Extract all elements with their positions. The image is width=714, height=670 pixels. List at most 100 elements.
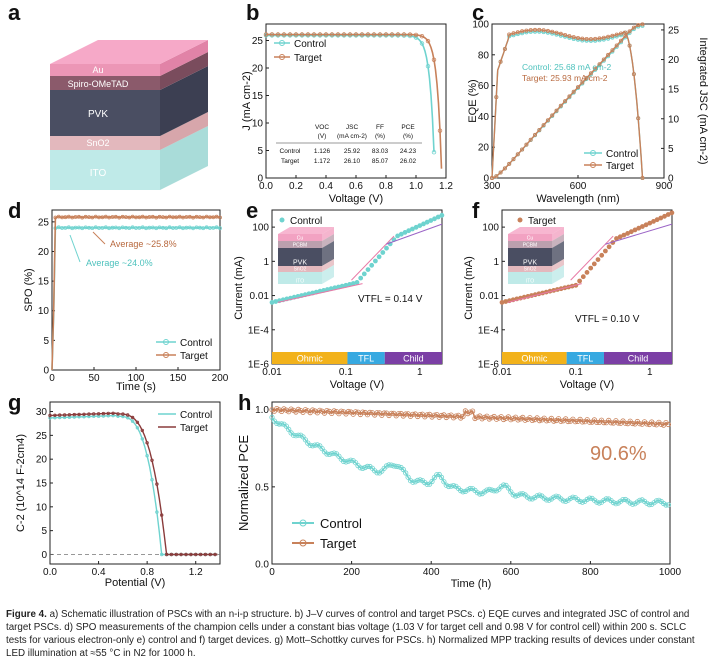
eqe-point-target [524,28,529,33]
stack-layer-ito [508,272,552,284]
spo-point-control [134,226,138,230]
spo-point-control [63,225,68,230]
mpp-point-control [512,493,519,499]
jv-point-target [437,128,443,133]
spo-point-control [124,225,128,230]
mpp-point-control [388,462,394,468]
xlabel-f: Voltage (V) [560,379,614,391]
spo-point-target [177,214,182,219]
mpp-point-control [364,463,371,469]
spo-point-target [164,215,169,220]
ms-point-control [155,510,159,514]
mpp-point-control [567,495,574,501]
spo-point-control [117,226,122,231]
spo-point-target [53,215,58,220]
mpp-point-target [438,412,445,419]
mpp-point-control [489,487,495,493]
mpp-point-control [546,497,552,503]
jv-point-target [269,32,275,37]
integrated-point-target [640,22,645,27]
mpp-point-target [317,407,323,413]
integrated-point-target [541,123,546,128]
mpp-point-control [283,423,289,429]
spo-point-target [174,215,179,220]
ohmic-fit-line [507,283,582,303]
spo-point-control [147,225,152,230]
vtfl-e: VTFL = 0.14 V [358,294,423,305]
integrated-point-target [524,142,529,147]
f-data-point [577,278,582,284]
f-data-point [617,234,623,240]
mpp-point-control [362,464,368,471]
y2-tick-label: 20 [668,55,680,66]
mpp-point-control [278,421,285,427]
eqe-point-target [571,35,576,40]
regime-segment-tfl [566,352,604,364]
jv-point-target [335,32,341,37]
mpp-point-target [551,418,557,424]
ms-point-target [96,412,101,416]
mpp-point-control [309,443,316,449]
mpp-point-control [295,432,301,438]
panel-a: a Au Spiro-OMeTAD PVK SnO2 ITO [8,0,208,190]
f-data-point [643,222,649,228]
stack-layer-ito [278,272,322,284]
spo-point-target [73,215,78,219]
annotation-control-c: Control: 25.68 mA cm-2 [522,62,612,72]
layer-sno2 [50,136,160,150]
ms-point-target [174,552,178,557]
mpp-point-control [553,493,559,499]
jv-point-target [419,34,425,39]
integrated-point-target [563,99,568,104]
x-tick-label: 1.2 [439,181,453,192]
ylabel-h: Normalized PCE [236,435,251,531]
legend-b: Control Target [274,39,326,64]
integrated-point-target [588,71,593,76]
axes-h: 0 200 400 600 800 1000 0.0 0.5 1.0 [255,405,681,578]
ms-point-control [135,426,140,430]
jv-point-target [347,32,353,37]
mpp-point-control [646,501,652,508]
mpp-point-control [348,457,354,463]
x-tick-label: 0.1 [569,367,583,378]
mpp-point-control [293,433,299,439]
mpp-point-target [374,410,380,416]
ms-curve-control [49,414,218,556]
mpp-point-target [594,419,600,425]
mpp-point-target [572,419,578,425]
panel-letter-h: h [238,390,251,415]
spo-point-target [77,214,81,219]
mpp-point-control [429,478,435,485]
mpp-point-control [637,497,643,503]
f-data-point [625,230,630,236]
ms-point-target [208,552,212,557]
spo-point-target [127,215,132,220]
spo-point-control [90,226,95,231]
mpp-point-control [386,462,392,468]
table-unit: (%) [375,133,385,140]
eqe-point-target [563,33,568,38]
integrated-point-target [489,175,494,180]
x-tick-label: 900 [656,181,673,192]
layer-au-top [50,40,208,64]
jv-point-target [359,32,365,37]
x-tick-label: 0.8 [379,181,393,192]
eqe-point-target [580,36,585,41]
mpp-point-control [314,442,320,448]
mpp-point-control [340,458,347,464]
layer-spiro [50,76,160,90]
mpp-point-target [338,408,344,414]
regime-segment-ohmic [502,352,567,364]
spo-point-control [73,225,78,230]
f-data-point [665,212,671,217]
ms-point-target [145,441,149,445]
legend-label-target-g: Target [180,423,208,434]
jv-point-target [329,32,335,37]
spo-point-target [93,214,98,219]
f-data-point [636,225,642,231]
integrated-point-target [580,80,585,85]
y-tick-label: 40 [478,112,490,123]
mpp-point-control [586,495,593,501]
